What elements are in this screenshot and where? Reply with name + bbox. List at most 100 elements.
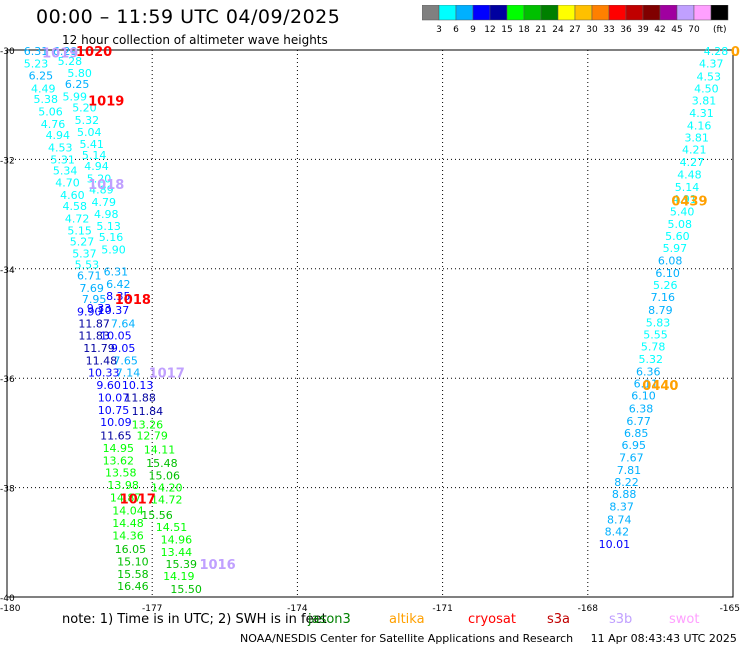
wave-height-value: 7.67	[619, 452, 644, 465]
wave-height-value: 5.34	[53, 164, 78, 177]
wave-height-value: 5.32	[75, 114, 100, 127]
wave-height-value: 4.37	[699, 58, 724, 71]
wave-height-value: 4.16	[687, 119, 712, 132]
time-label: 1017	[149, 367, 185, 382]
wave-height-value: 4.31	[689, 107, 714, 120]
wave-height-value: 3.81	[684, 132, 709, 145]
wave-height-value: 5.16	[99, 231, 124, 244]
wave-height-value: 14.95	[103, 442, 135, 455]
wave-height-value: 6.31	[104, 266, 129, 279]
wave-height-value: 11.84	[132, 405, 164, 418]
wave-height-value: 10.01	[599, 538, 631, 551]
wave-height-value: 9.90	[77, 305, 102, 318]
colorbar-label: 39	[637, 25, 649, 35]
wave-height-value: 5.31	[50, 153, 75, 166]
wave-height-value: 4.94	[46, 129, 71, 142]
colorbar-label: 70	[688, 25, 700, 35]
satellite-legend: jason3 altika cryosat s3a s3b swot	[0, 612, 740, 630]
wave-height-value: 13.26	[132, 419, 164, 432]
wave-height-value: 5.41	[79, 138, 104, 151]
wave-height-value: 5.83	[646, 316, 671, 329]
wave-height-value: 4.72	[65, 212, 90, 225]
wave-height-colorbar: 3 6 9 12 15 18 21 24 27 30 33 36 39 42 45 70 (ft)	[422, 5, 729, 35]
wave-height-value: 5.40	[670, 205, 695, 218]
wave-height-value: 6.10	[655, 267, 680, 280]
colorbar-swatch	[710, 5, 729, 21]
colorbar-label: 33	[603, 25, 614, 35]
wave-height-value: 9.60	[96, 379, 121, 392]
wave-height-value: 5.60	[665, 230, 690, 243]
wave-height-value: 11.79	[83, 342, 115, 355]
wave-height-value: 6.77	[626, 415, 651, 428]
time-label: 1020	[76, 45, 112, 60]
wave-height-value: 6.25	[29, 70, 54, 83]
colorbar-label: 36	[620, 25, 632, 35]
wave-height-value: 11.88	[124, 391, 156, 404]
wave-height-value: 10.07	[98, 391, 130, 404]
wave-height-value: 7.69	[79, 282, 104, 295]
wave-height-value: 14.51	[156, 521, 188, 534]
y-tick-label: -40	[0, 594, 15, 604]
time-label: 0439	[671, 194, 707, 209]
legend-swot: swot	[669, 612, 700, 627]
wave-height-value: 15.58	[117, 568, 149, 581]
wave-height-value: 5.32	[638, 353, 663, 366]
wave-height-value: 15.50	[170, 583, 202, 596]
map-frame	[6, 49, 734, 598]
wave-height-value: 5.80	[67, 67, 92, 80]
wave-height-value: 15.39	[165, 558, 197, 571]
wave-height-value: 14.87	[110, 491, 142, 504]
wave-height-value: 5.27	[70, 235, 95, 248]
wave-height-value: 13.62	[103, 454, 135, 467]
wave-height-value: 15.06	[149, 470, 181, 483]
wave-height-value: 6.08	[658, 255, 683, 268]
time-label: 1017	[120, 493, 156, 508]
time-label: 0	[731, 45, 740, 60]
wave-height-value: 13.44	[161, 546, 193, 559]
wave-height-value: 4.70	[55, 176, 80, 189]
wave-height-value: 4.76	[41, 118, 66, 131]
wave-height-value: 8.79	[648, 304, 673, 317]
wave-height-value: 11.65	[100, 430, 132, 443]
wave-height-value: 14.72	[151, 494, 183, 507]
wave-height-value: 11.83	[78, 330, 110, 343]
wave-height-value: 10.13	[122, 379, 154, 392]
wave-height-value: 8.22	[614, 476, 639, 489]
y-tick-label: -30	[0, 47, 15, 57]
wave-height-value: 6.25	[65, 78, 90, 91]
wave-height-value: 4.48	[677, 169, 702, 182]
wave-height-value: 4.53	[697, 70, 722, 83]
wave-height-value: 7.14	[116, 367, 141, 380]
wave-height-value: 13.98	[107, 479, 139, 492]
x-tick-label: -171	[432, 604, 452, 614]
wave-height-value: 8.88	[612, 488, 637, 501]
wave-height-value: 6.42	[106, 278, 131, 291]
legend-jason3: jason3	[308, 612, 351, 627]
wave-height-value: 4.58	[63, 200, 88, 213]
wave-height-value: 8.74	[607, 513, 632, 526]
wave-height-value: 11.48	[86, 355, 118, 368]
footer-note: note: 1) Time is in UTC; 2) SWH is in fe…	[62, 612, 327, 627]
time-label: 1018	[88, 178, 124, 193]
wave-height-value: 9.05	[111, 342, 136, 355]
wave-height-value: 15.56	[141, 509, 173, 522]
wave-height-value: 5.97	[663, 242, 688, 255]
wave-height-value: 4.21	[682, 144, 707, 157]
legend-cryosat: cryosat	[468, 612, 516, 627]
x-tick-label: -165	[720, 604, 740, 614]
wave-height-value: 15.10	[117, 555, 149, 568]
wave-height-value: 6.38	[629, 402, 654, 415]
colorbar-label: 3	[436, 25, 442, 35]
wave-height-value: 6.29	[53, 45, 78, 58]
wave-height-value: 5.90	[101, 244, 126, 257]
wave-height-value: 14.20	[151, 482, 183, 495]
colorbar-label: 18	[518, 25, 530, 35]
time-label: 0440	[642, 379, 678, 394]
wave-height-value: 8.42	[605, 525, 630, 538]
wave-height-value: 4.27	[680, 156, 705, 169]
colorbar-label: 27	[569, 25, 580, 35]
wave-height-value: 14.96	[161, 534, 193, 547]
wave-height-value: 6.11	[634, 378, 659, 391]
wave-height-value: 5.14	[82, 149, 107, 162]
wave-height-value: 4.91	[672, 193, 697, 206]
